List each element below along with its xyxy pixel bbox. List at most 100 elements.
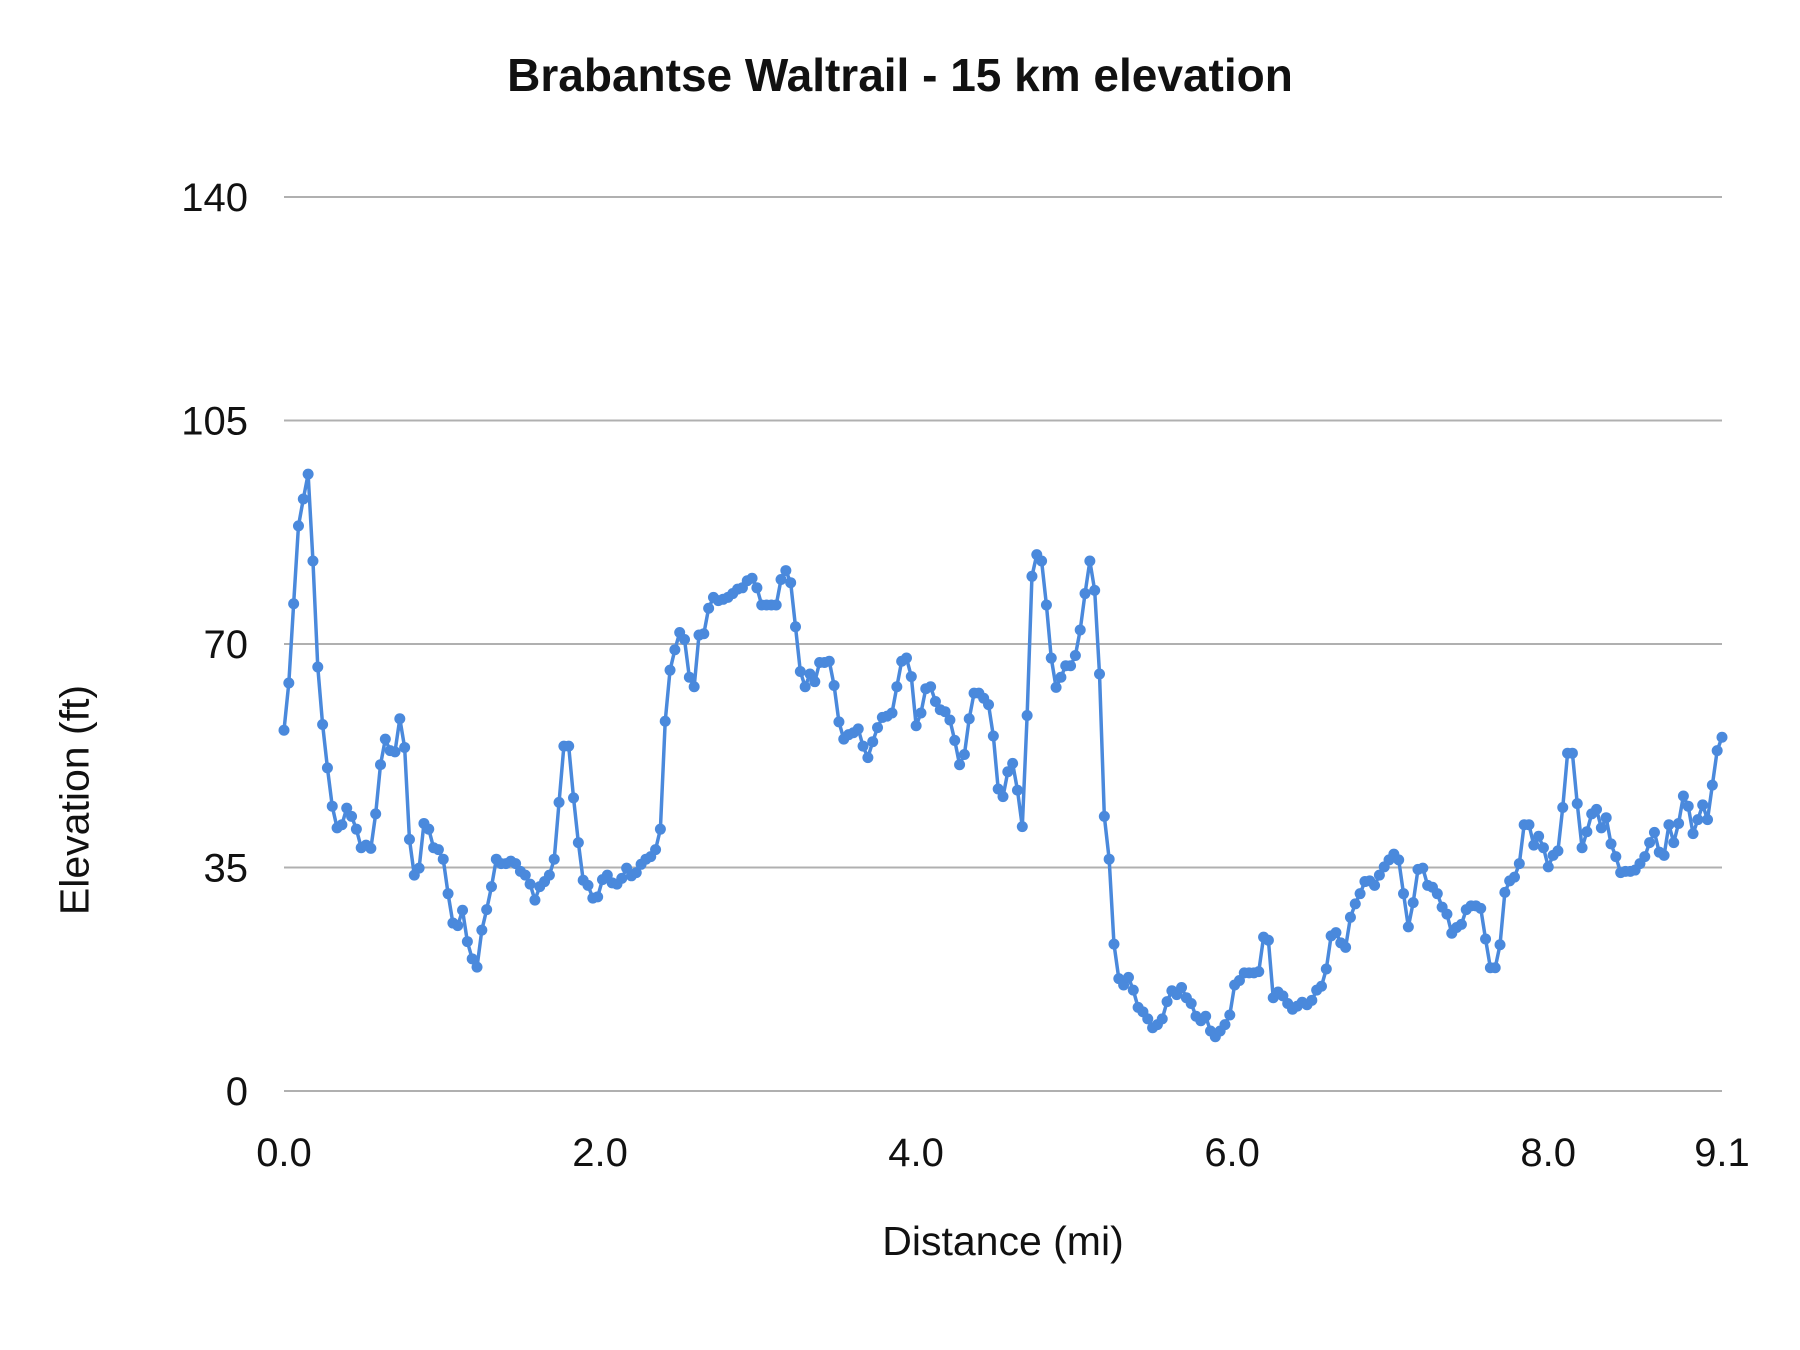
data-point xyxy=(1016,821,1028,833)
data-point xyxy=(582,879,594,891)
data-point xyxy=(1040,599,1052,611)
data-point xyxy=(997,791,1009,803)
data-point xyxy=(1566,747,1578,759)
data-point xyxy=(1697,799,1709,811)
data-point xyxy=(1002,766,1014,778)
data-point xyxy=(1663,819,1675,831)
data-point xyxy=(630,867,642,879)
data-point xyxy=(1262,934,1274,946)
data-point xyxy=(1084,555,1096,567)
data-point xyxy=(288,598,300,610)
data-point xyxy=(278,724,290,736)
y-tick-label: 70 xyxy=(204,623,249,667)
data-point xyxy=(292,520,304,532)
data-point xyxy=(1055,671,1067,683)
y-tick-label: 105 xyxy=(181,400,248,444)
data-point xyxy=(1494,939,1506,951)
data-point xyxy=(1050,681,1062,693)
data-point xyxy=(1098,810,1110,822)
data-point xyxy=(1441,908,1453,920)
data-point xyxy=(958,748,970,760)
data-point xyxy=(683,671,695,683)
data-point xyxy=(452,920,464,932)
data-point xyxy=(529,894,541,906)
data-point xyxy=(553,796,565,808)
data-point xyxy=(790,621,802,633)
data-point xyxy=(524,878,536,890)
data-point xyxy=(1576,842,1588,854)
data-point xyxy=(650,844,662,856)
data-point xyxy=(1369,879,1381,891)
data-point xyxy=(336,819,348,831)
data-point xyxy=(389,746,401,758)
data-point xyxy=(1122,971,1134,983)
data-point xyxy=(1658,849,1670,861)
data-point xyxy=(833,716,845,728)
data-point xyxy=(1330,927,1342,939)
data-point xyxy=(1571,798,1583,810)
data-point xyxy=(1431,888,1443,900)
data-point xyxy=(654,823,666,835)
data-point xyxy=(379,733,391,745)
data-point xyxy=(370,808,382,820)
data-point xyxy=(1673,817,1685,829)
data-point xyxy=(302,468,314,480)
data-point xyxy=(1156,1013,1168,1025)
data-point xyxy=(785,577,797,589)
data-point xyxy=(886,707,898,719)
data-point xyxy=(326,800,338,812)
data-point xyxy=(481,904,493,916)
data-point xyxy=(1161,996,1173,1008)
data-point xyxy=(1692,814,1704,826)
data-point xyxy=(350,823,362,835)
data-point xyxy=(746,572,758,584)
data-point xyxy=(1600,812,1612,824)
data-point xyxy=(1402,921,1414,933)
data-point xyxy=(1224,1009,1236,1021)
data-point xyxy=(1513,858,1525,870)
data-point xyxy=(563,740,575,752)
y-tick-label: 140 xyxy=(181,176,248,220)
data-point xyxy=(1523,819,1535,831)
data-point xyxy=(548,853,560,865)
data-point xyxy=(568,792,580,804)
data-point xyxy=(375,759,387,771)
data-point xyxy=(297,493,309,505)
x-tick-label: 9.1 xyxy=(1694,1131,1750,1175)
data-point xyxy=(1185,998,1197,1010)
data-point xyxy=(1509,871,1521,883)
data-point xyxy=(770,599,782,611)
data-point xyxy=(862,752,874,764)
data-point xyxy=(1079,588,1091,600)
x-tick-label: 0.0 xyxy=(256,1131,312,1175)
data-point xyxy=(828,680,840,692)
data-point xyxy=(1595,822,1607,834)
data-point xyxy=(413,862,425,874)
data-point xyxy=(1176,982,1188,994)
data-point xyxy=(780,565,792,577)
y-tick-label: 35 xyxy=(204,847,249,891)
data-point xyxy=(1489,962,1501,974)
x-axis-label: Distance (mi) xyxy=(882,1218,1124,1264)
data-point xyxy=(1610,851,1622,863)
data-point xyxy=(543,869,555,881)
data-point xyxy=(1045,652,1057,664)
data-point xyxy=(929,695,941,707)
data-point xyxy=(1253,966,1265,978)
data-point xyxy=(1089,584,1101,596)
data-point xyxy=(1069,649,1081,661)
data-point xyxy=(1407,897,1419,909)
data-point xyxy=(457,904,469,916)
data-point xyxy=(823,655,835,667)
data-point xyxy=(915,707,927,719)
data-point xyxy=(1677,790,1689,802)
data-point xyxy=(1528,839,1540,851)
data-point xyxy=(983,699,995,711)
data-point xyxy=(1591,803,1603,815)
data-point xyxy=(592,891,604,903)
data-point xyxy=(1200,1010,1212,1022)
data-point xyxy=(312,661,324,673)
data-point xyxy=(910,720,922,732)
data-point xyxy=(679,634,691,646)
